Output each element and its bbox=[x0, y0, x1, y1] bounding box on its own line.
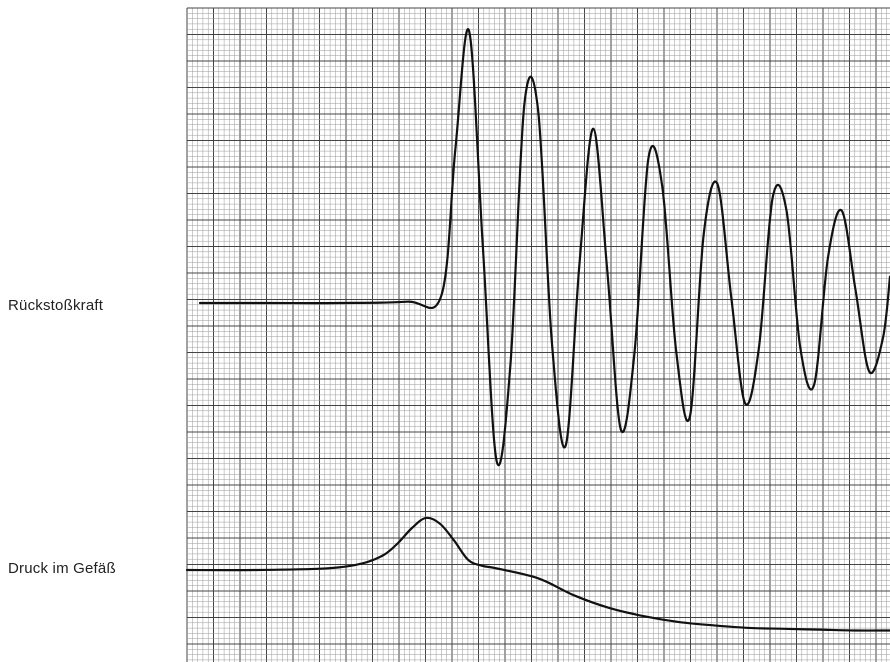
force-trace bbox=[198, 28, 890, 467]
graph-paper-grid bbox=[186, 7, 890, 662]
force-trace-label: Rückstoßkraft bbox=[8, 297, 104, 314]
pressure-trace-label: Druck im Gefäß bbox=[8, 560, 116, 577]
pressure-trace bbox=[185, 516, 890, 632]
